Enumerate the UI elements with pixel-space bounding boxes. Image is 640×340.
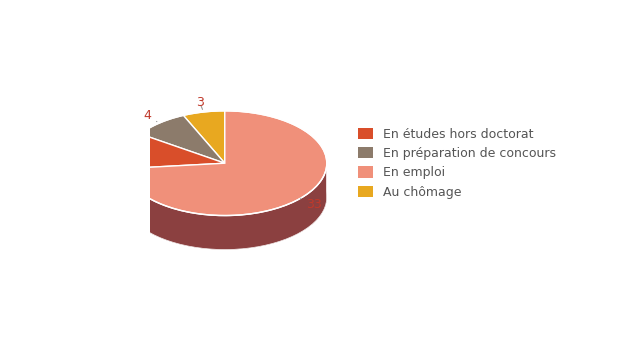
Text: 3: 3: [196, 96, 204, 109]
Polygon shape: [124, 111, 327, 216]
Ellipse shape: [123, 145, 327, 250]
Polygon shape: [140, 115, 225, 163]
Legend: En études hors doctorat, En préparation de concours, En emploi, Au chômage: En études hors doctorat, En préparation …: [353, 123, 561, 204]
Text: 5: 5: [0, 339, 1, 340]
Text: 4: 4: [143, 109, 157, 122]
Polygon shape: [124, 167, 326, 250]
Polygon shape: [123, 134, 225, 169]
Text: 33: 33: [301, 198, 322, 211]
Polygon shape: [183, 111, 225, 163]
